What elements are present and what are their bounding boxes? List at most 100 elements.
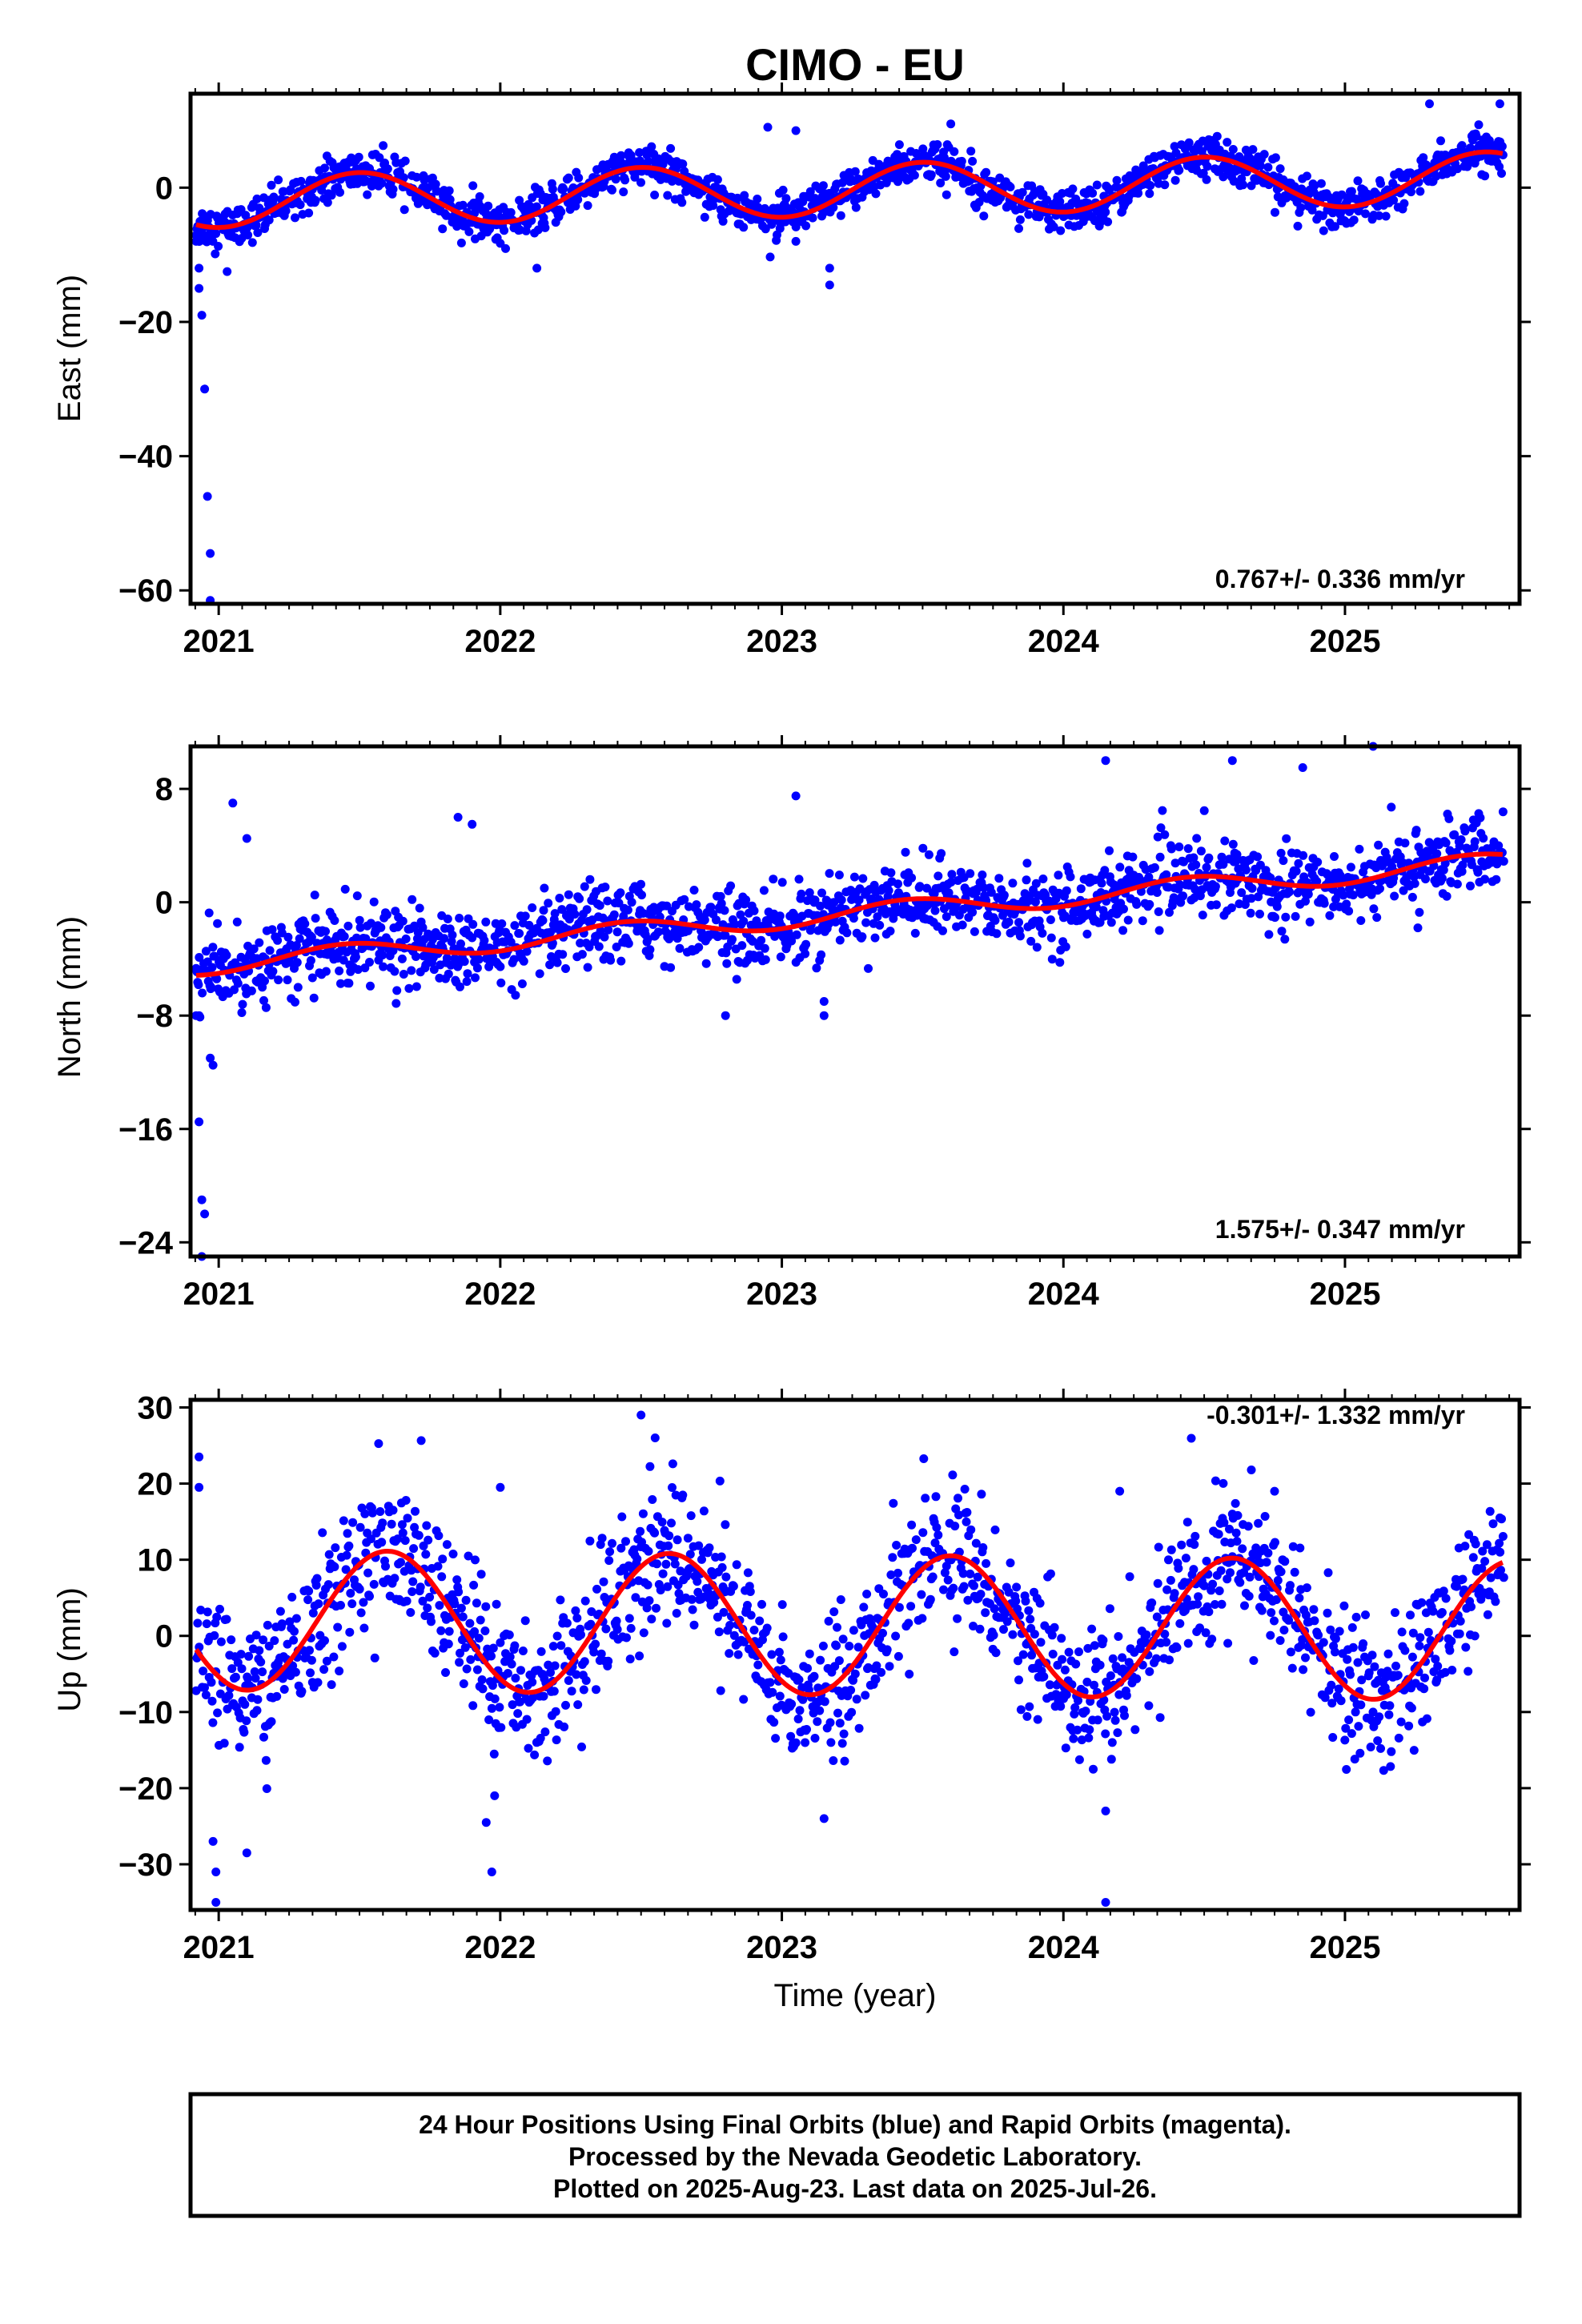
data-point [1439, 865, 1448, 875]
data-point [948, 1470, 958, 1480]
data-point [769, 1718, 779, 1727]
data-point [313, 1678, 323, 1687]
data-point [194, 980, 203, 990]
data-point [530, 1750, 540, 1759]
data-point [403, 1514, 412, 1523]
data-point [1455, 1629, 1464, 1638]
data-point [1498, 807, 1508, 817]
data-point [577, 950, 587, 959]
data-point [1407, 1703, 1416, 1713]
data-point [576, 939, 585, 948]
data-point [264, 215, 274, 225]
data-point [291, 941, 301, 950]
data-point [238, 999, 247, 1009]
data-point [1280, 935, 1290, 944]
data-point [310, 891, 319, 900]
data-point [777, 878, 787, 887]
data-point [991, 1648, 1001, 1658]
y-tick-label: −30 [118, 1848, 173, 1883]
data-point [982, 1558, 991, 1568]
data-point [1354, 1722, 1363, 1731]
data-point [1024, 1606, 1034, 1615]
data-point [397, 954, 407, 963]
data-point [297, 1687, 307, 1696]
data-point [1498, 1532, 1508, 1541]
data-point [1271, 153, 1280, 163]
data-point [743, 1568, 753, 1578]
data-point [1441, 838, 1451, 847]
data-point [1301, 1653, 1310, 1663]
data-point-outlier [825, 280, 834, 290]
data-point [966, 147, 976, 156]
data-point [834, 870, 844, 880]
data-point [918, 1528, 928, 1538]
data-point [410, 921, 420, 931]
data-point [831, 917, 841, 927]
data-point [469, 1580, 479, 1590]
data-point [970, 1581, 978, 1590]
data-point [721, 931, 730, 940]
data-point [455, 914, 464, 923]
data-point [665, 1531, 674, 1541]
data-point [507, 1659, 516, 1669]
data-point [460, 1642, 470, 1652]
data-point [330, 916, 339, 925]
data-point [576, 1630, 585, 1639]
data-point [636, 178, 645, 187]
data-point [511, 1674, 520, 1683]
data-point [1309, 1605, 1319, 1614]
data-point [200, 1683, 209, 1692]
data-point [198, 988, 207, 998]
data-point [1081, 1707, 1090, 1716]
data-point [877, 1667, 886, 1677]
data-point [1397, 1627, 1407, 1637]
data-point [562, 1618, 572, 1628]
data-point [992, 929, 1002, 939]
data-point [295, 200, 305, 210]
data-point [1384, 1710, 1394, 1719]
data-point [861, 918, 871, 927]
data-point [1144, 872, 1154, 882]
data-point [204, 908, 214, 918]
data-point [721, 1520, 730, 1530]
data-point [540, 883, 549, 893]
data-point [1203, 162, 1212, 171]
data-point [1006, 1558, 1015, 1568]
data-point [267, 180, 276, 190]
data-point [733, 1650, 743, 1659]
data-point [540, 1727, 550, 1737]
data-point [1404, 1721, 1414, 1731]
data-point [700, 212, 709, 222]
data-point [1294, 858, 1303, 868]
data-point [524, 1743, 533, 1753]
data-point [506, 207, 516, 217]
data-point [1480, 875, 1490, 884]
data-point [1372, 913, 1382, 923]
data-point [1147, 1598, 1157, 1607]
data-point [677, 198, 687, 207]
data-point-outlier [242, 1848, 251, 1858]
data-point [801, 221, 811, 231]
data-point [986, 887, 996, 897]
data-point [472, 963, 482, 973]
data-point [1014, 918, 1023, 927]
data-point [1458, 1574, 1468, 1584]
data-point-outlier [195, 263, 204, 273]
data-point [644, 1546, 653, 1556]
data-point [470, 1626, 480, 1636]
data-point [552, 1631, 562, 1641]
data-point [273, 935, 283, 945]
data-point [1171, 148, 1181, 158]
data-point [458, 200, 468, 210]
data-point [406, 1608, 416, 1617]
data-point [601, 1624, 611, 1634]
data-point [791, 222, 801, 231]
data-point [1169, 893, 1178, 903]
data-point [743, 1601, 752, 1610]
data-point [791, 1738, 801, 1747]
data-point [1447, 1636, 1456, 1646]
data-point [673, 1535, 682, 1545]
data-point [1415, 907, 1424, 917]
data-point [390, 1574, 400, 1583]
data-point [829, 1607, 839, 1617]
